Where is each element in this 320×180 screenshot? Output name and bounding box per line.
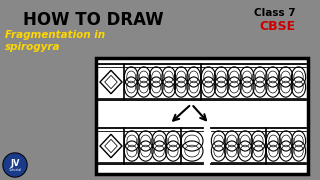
Bar: [96, 58, 308, 174]
Text: Class 7: Class 7: [254, 8, 296, 18]
Text: JV: JV: [10, 159, 20, 168]
Circle shape: [3, 153, 27, 177]
Circle shape: [4, 154, 26, 176]
Text: Tutorial: Tutorial: [8, 168, 22, 172]
Text: Fragmentation in
spirogyra: Fragmentation in spirogyra: [5, 30, 105, 52]
Text: HOW TO DRAW: HOW TO DRAW: [23, 11, 163, 29]
Text: CBSE: CBSE: [260, 20, 296, 33]
